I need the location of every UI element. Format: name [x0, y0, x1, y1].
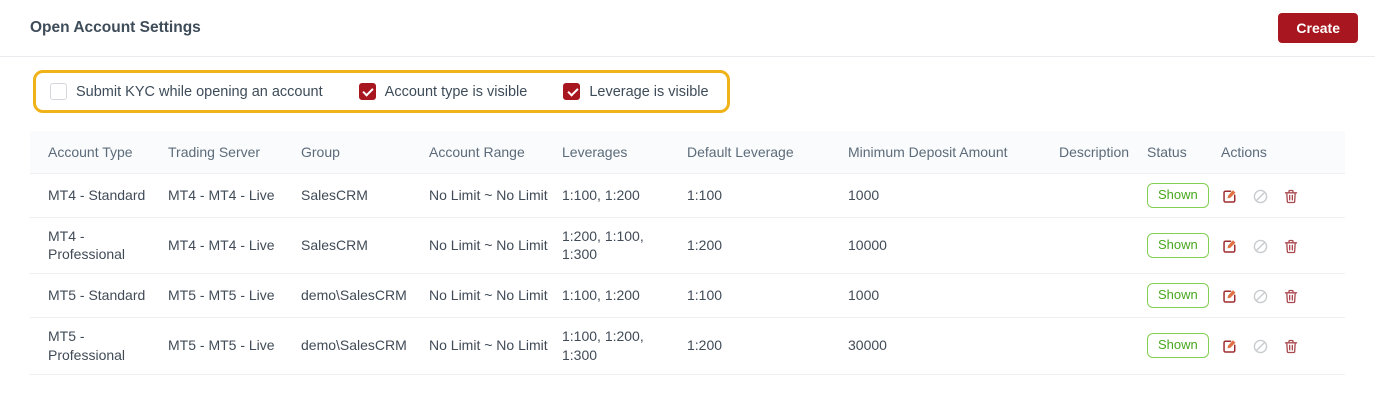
disable-icon[interactable]	[1252, 338, 1269, 355]
disable-icon[interactable]	[1252, 238, 1269, 255]
status-badge: Shown	[1147, 283, 1209, 308]
col-status: Status	[1147, 131, 1221, 174]
col-description: Description	[1059, 131, 1147, 174]
cell-default-leverage: 1:100	[687, 273, 848, 318]
col-group: Group	[301, 131, 429, 174]
checkbox-box[interactable]	[50, 83, 67, 100]
create-button[interactable]: Create	[1278, 13, 1358, 43]
checkbox-box[interactable]	[563, 83, 581, 100]
checkbox-box[interactable]	[358, 83, 376, 100]
cell-group: SalesCRM	[301, 173, 429, 218]
cell-min-deposit: 30000	[848, 316, 1059, 375]
status-badge: Shown	[1147, 333, 1209, 359]
account-settings-table-wrap: Account Type Trading Server Group Accoun…	[0, 113, 1375, 375]
status-badge: Shown	[1147, 233, 1209, 258]
cell-account-type: MT4 - Standard	[30, 173, 168, 218]
cell-trading-server: MT5 - MT5 - Live	[168, 273, 301, 318]
cell-status: Shown	[1147, 273, 1221, 318]
checkbox-label: Submit KYC while opening an account	[76, 83, 323, 100]
cell-actions	[1221, 173, 1345, 218]
col-trading-server: Trading Server	[168, 131, 301, 174]
table-row: MT5 - Professional MT5 - MT5 - Live demo…	[30, 316, 1345, 375]
col-leverages: Leverages	[562, 131, 687, 174]
header-bar: Open Account Settings Create	[0, 0, 1375, 57]
cell-leverages: 1:100, 1:200	[562, 173, 687, 218]
cell-min-deposit: 1000	[848, 173, 1059, 218]
cell-status: Shown	[1147, 173, 1221, 218]
options-section: Submit KYC while opening an account Acco…	[0, 57, 1375, 113]
delete-icon[interactable]	[1283, 238, 1299, 255]
checkbox-label: Leverage is visible	[589, 83, 709, 100]
cell-trading-server: MT4 - MT4 - Live	[168, 173, 301, 218]
checkbox-label: Account type is visible	[384, 83, 528, 100]
cell-min-deposit: 1000	[848, 273, 1059, 318]
cell-account-range: No Limit ~ No Limit	[429, 173, 562, 218]
edit-icon[interactable]	[1221, 188, 1238, 205]
cell-actions	[1221, 216, 1345, 274]
checkbox-submit-kyc[interactable]: Submit KYC while opening an account	[50, 83, 323, 100]
cell-status: Shown	[1147, 216, 1221, 274]
cell-min-deposit: 10000	[848, 216, 1059, 274]
cell-status: Shown	[1147, 316, 1221, 375]
cell-description	[1059, 316, 1147, 375]
col-default-leverage: Default Leverage	[687, 131, 848, 174]
table-row: MT4 - Standard MT4 - MT4 - Live SalesCRM…	[30, 173, 1345, 218]
cell-description	[1059, 173, 1147, 218]
edit-icon[interactable]	[1221, 338, 1238, 355]
cell-account-range: No Limit ~ No Limit	[429, 316, 562, 375]
cell-account-type: MT4 - Professional	[30, 216, 168, 274]
page-title: Open Account Settings	[30, 19, 201, 36]
table-row: MT5 - Standard MT5 - MT5 - Live demo\Sal…	[30, 273, 1345, 318]
disable-icon[interactable]	[1252, 288, 1269, 305]
edit-icon[interactable]	[1221, 288, 1238, 305]
cell-trading-server: MT4 - MT4 - Live	[168, 216, 301, 274]
cell-default-leverage: 1:100	[687, 173, 848, 218]
cell-account-type: MT5 - Standard	[30, 273, 168, 318]
disable-icon[interactable]	[1252, 188, 1269, 205]
cell-group: demo\SalesCRM	[301, 316, 429, 375]
col-account-range: Account Range	[429, 131, 562, 174]
col-actions: Actions	[1221, 131, 1345, 174]
checkbox-account-type-visible[interactable]: Account type is visible	[358, 83, 528, 100]
cell-leverages: 1:100, 1:200, 1:300	[562, 316, 687, 375]
delete-icon[interactable]	[1283, 188, 1299, 205]
cell-trading-server: MT5 - MT5 - Live	[168, 316, 301, 375]
col-min-deposit: Minimum Deposit Amount	[848, 131, 1059, 174]
col-account-type: Account Type	[30, 131, 168, 174]
cell-default-leverage: 1:200	[687, 316, 848, 375]
cell-description	[1059, 216, 1147, 274]
cell-leverages: 1:100, 1:200	[562, 273, 687, 318]
cell-leverages: 1:200, 1:100, 1:300	[562, 216, 687, 274]
options-highlight-box: Submit KYC while opening an account Acco…	[33, 70, 730, 113]
table-header-row: Account Type Trading Server Group Accoun…	[30, 131, 1345, 174]
edit-icon[interactable]	[1221, 238, 1238, 255]
status-badge: Shown	[1147, 183, 1209, 208]
cell-default-leverage: 1:200	[687, 216, 848, 274]
cell-description	[1059, 273, 1147, 318]
cell-actions	[1221, 273, 1345, 318]
cell-group: SalesCRM	[301, 216, 429, 274]
delete-icon[interactable]	[1283, 288, 1299, 305]
cell-actions	[1221, 316, 1345, 375]
delete-icon[interactable]	[1283, 338, 1299, 355]
checkbox-leverage-visible[interactable]: Leverage is visible	[563, 83, 709, 100]
cell-account-type: MT5 - Professional	[30, 316, 168, 375]
account-settings-table: Account Type Trading Server Group Accoun…	[30, 131, 1345, 375]
cell-group: demo\SalesCRM	[301, 273, 429, 318]
cell-account-range: No Limit ~ No Limit	[429, 216, 562, 274]
cell-account-range: No Limit ~ No Limit	[429, 273, 562, 318]
table-row: MT4 - Professional MT4 - MT4 - Live Sale…	[30, 216, 1345, 274]
